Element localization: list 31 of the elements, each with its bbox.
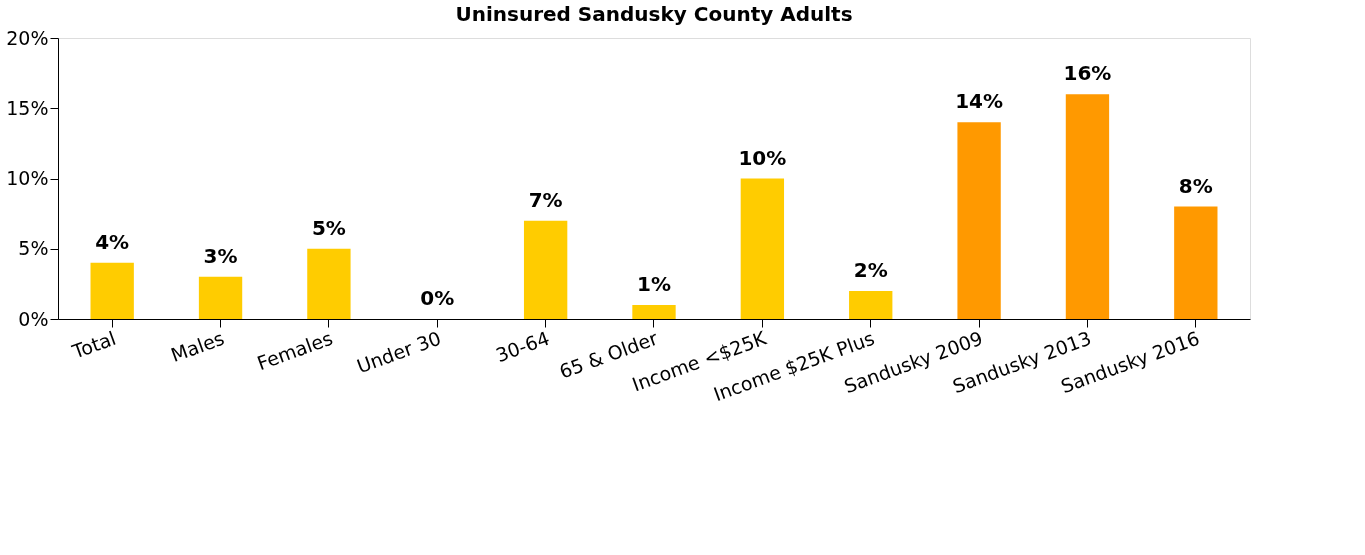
bar	[90, 262, 134, 319]
data-label: 14%	[955, 89, 1004, 114]
x-tick-label: 30-64	[492, 326, 553, 367]
data-label: 10%	[738, 145, 787, 170]
bar	[1174, 206, 1218, 319]
data-label: 4%	[95, 229, 130, 254]
data-label: 3%	[203, 243, 238, 268]
data-label: 8%	[1178, 173, 1213, 198]
chart-title: Uninsured Sandusky County Adults	[455, 2, 853, 26]
bar	[307, 248, 351, 319]
y-tick-label: 5%	[18, 237, 49, 260]
bar	[849, 290, 893, 319]
bar	[632, 304, 676, 319]
y-tick-label: 10%	[6, 167, 49, 189]
bar	[740, 178, 785, 319]
bar	[198, 276, 243, 319]
x-tick-label: Under 30	[353, 326, 444, 378]
bar	[523, 220, 568, 319]
data-label: 2%	[853, 257, 888, 282]
x-tick-label: Males	[167, 326, 228, 367]
bar	[957, 122, 1001, 319]
y-tick-label: 20%	[6, 26, 49, 49]
bar	[1065, 94, 1110, 319]
y-tick-label: 15%	[6, 96, 49, 119]
data-label: 1%	[637, 271, 671, 296]
data-label: 7%	[528, 187, 563, 212]
x-tick-label: Total	[68, 326, 119, 363]
data-label: 0%	[420, 286, 455, 310]
y-tick-label: 0%	[18, 307, 49, 330]
data-label: 16%	[1063, 61, 1112, 86]
data-label: 5%	[311, 215, 346, 240]
